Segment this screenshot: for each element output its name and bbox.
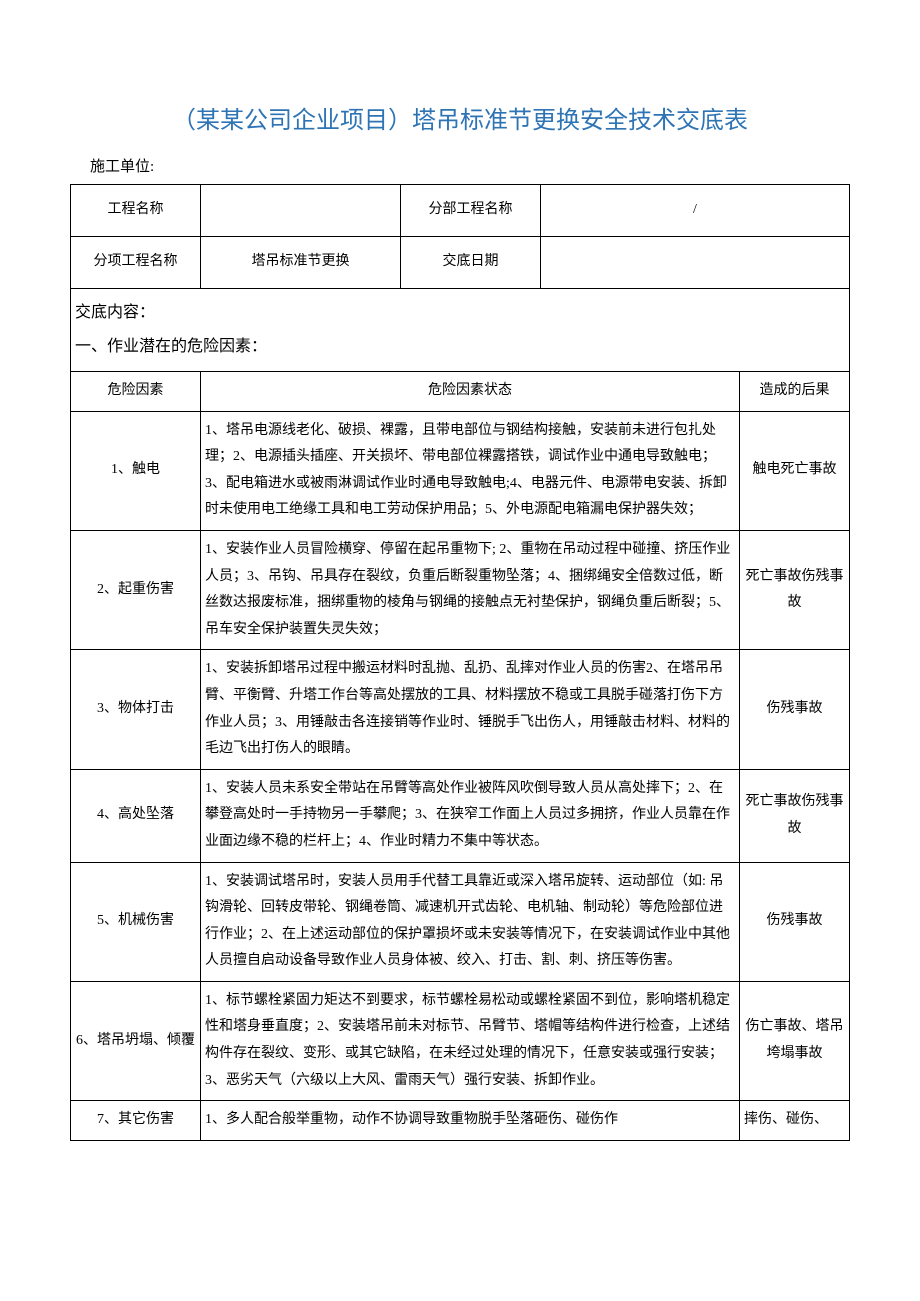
risk-consequence-cell: 伤残事故: [740, 650, 850, 769]
risk-factor-cell: 4、高处坠落: [71, 769, 201, 862]
risk-state-cell: 1、塔吊电源线老化、破损、裸露，且带电部位与钢结构接触，安装前未进行包扎处理；2…: [201, 411, 740, 530]
risk-col-factor: 危险因素: [71, 372, 201, 412]
subproject-name-label: 分部工程名称: [401, 185, 541, 237]
risk-state-cell: 1、安装调试塔吊时，安装人员用手代替工具靠近或深入塔吊旋转、运动部位（如: 吊钩…: [201, 862, 740, 981]
risk-state-cell: 1、标节螺栓紧固力矩达不到要求，标节螺栓易松动或螺栓紧固不到位，影响塔机稳定性和…: [201, 981, 740, 1100]
subproject-name-value: /: [541, 185, 850, 237]
risk-state-cell: 1、安装拆卸塔吊过程中搬运材料时乱抛、乱扔、乱摔对作业人员的伤害2、在塔吊吊臂、…: [201, 650, 740, 769]
content-heading: 交底内容：: [75, 297, 845, 329]
risk-state-cell: 1、安装作业人员冒险横穿、停留在起吊重物下; 2、重物在吊动过程中碰撞、挤压作业…: [201, 530, 740, 649]
table-row: 5、机械伤害 1、安装调试塔吊时，安装人员用手代替工具靠近或深入塔吊旋转、运动部…: [71, 862, 850, 981]
project-name-value: [201, 185, 401, 237]
risk-consequence-cell: 死亡事故伤残事故: [740, 530, 850, 649]
header-row-1: 工程名称 分部工程名称 /: [71, 185, 850, 237]
risk-state-cell: 1、安装人员未系安全带站在吊臂等高处作业被阵风吹倒导致人员从高处摔下；2、在攀登…: [201, 769, 740, 862]
header-row-2: 分项工程名称 塔吊标准节更换 交底日期: [71, 237, 850, 289]
disclosure-date-value: [541, 237, 850, 289]
construction-unit-label: 施工单位:: [70, 155, 850, 176]
risk-factor-cell: 6、塔吊坍塌、倾覆: [71, 981, 201, 1100]
risk-factor-cell: 1、触电: [71, 411, 201, 530]
table-row: 6、塔吊坍塌、倾覆 1、标节螺栓紧固力矩达不到要求，标节螺栓易松动或螺栓紧固不到…: [71, 981, 850, 1100]
table-row: 3、物体打击 1、安装拆卸塔吊过程中搬运材料时乱抛、乱扔、乱摔对作业人员的伤害2…: [71, 650, 850, 769]
subitem-name-label: 分项工程名称: [71, 237, 201, 289]
risk-col-state: 危险因素状态: [201, 372, 740, 412]
disclosure-date-label: 交底日期: [401, 237, 541, 289]
risk-consequence-cell: 摔伤、碰伤、: [740, 1101, 850, 1141]
subitem-name-value: 塔吊标准节更换: [201, 237, 401, 289]
content-heading-section: 交底内容： 一、作业潜在的危险因素：: [70, 289, 850, 371]
risk-consequence-cell: 伤亡事故、塔吊垮塌事故: [740, 981, 850, 1100]
table-row: 2、起重伤害 1、安装作业人员冒险横穿、停留在起吊重物下; 2、重物在吊动过程中…: [71, 530, 850, 649]
header-info-table: 工程名称 分部工程名称 / 分项工程名称 塔吊标准节更换 交底日期: [70, 184, 850, 289]
risk-factors-table: 危险因素 危险因素状态 造成的后果 1、触电 1、塔吊电源线老化、破损、裸露，且…: [70, 371, 850, 1141]
risk-consequence-cell: 死亡事故伤残事故: [740, 769, 850, 862]
risk-factor-cell: 2、起重伤害: [71, 530, 201, 649]
table-row: 1、触电 1、塔吊电源线老化、破损、裸露，且带电部位与钢结构接触，安装前未进行包…: [71, 411, 850, 530]
risk-factor-cell: 3、物体打击: [71, 650, 201, 769]
risk-consequence-cell: 伤残事故: [740, 862, 850, 981]
section1-title: 一、作业潜在的危险因素：: [75, 331, 845, 363]
page-title: （某某公司企业项目）塔吊标准节更换安全技术交底表: [70, 100, 850, 135]
risk-factor-cell: 5、机械伤害: [71, 862, 201, 981]
project-name-label: 工程名称: [71, 185, 201, 237]
table-row: 4、高处坠落 1、安装人员未系安全带站在吊臂等高处作业被阵风吹倒导致人员从高处摔…: [71, 769, 850, 862]
risk-header-row: 危险因素 危险因素状态 造成的后果: [71, 372, 850, 412]
table-row: 7、其它伤害 1、多人配合般举重物，动作不协调导致重物脱手坠落砸伤、碰伤作 摔伤…: [71, 1101, 850, 1141]
risk-factor-cell: 7、其它伤害: [71, 1101, 201, 1141]
risk-consequence-cell: 触电死亡事故: [740, 411, 850, 530]
risk-state-cell: 1、多人配合般举重物，动作不协调导致重物脱手坠落砸伤、碰伤作: [201, 1101, 740, 1141]
risk-col-consequence: 造成的后果: [740, 372, 850, 412]
